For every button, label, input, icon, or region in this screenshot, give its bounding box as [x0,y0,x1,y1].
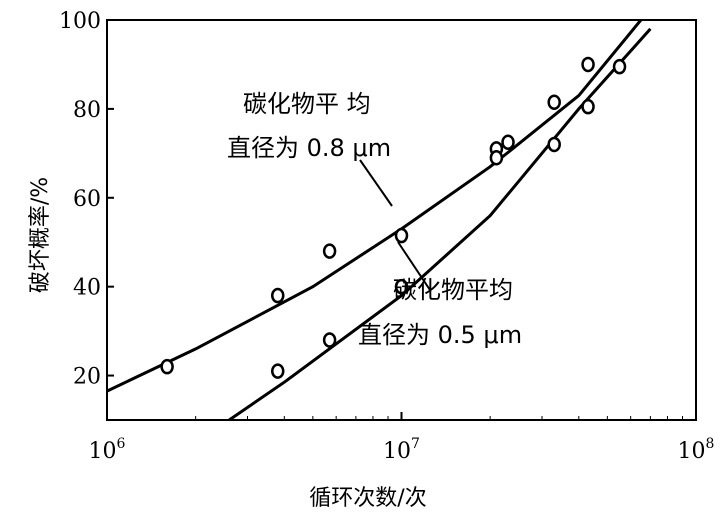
series-0-point-1 [270,287,285,304]
series-1-point-0 [270,363,285,379]
series-0-point-5 [501,134,515,150]
series-label-1-line-1: 直径为 0.5 μm [358,321,522,349]
series-1-fit-line [228,27,652,422]
x-axis-title: 循环次数/次 [309,486,426,511]
series-1-point-3 [489,150,504,166]
y-tick-label-4: 100 [59,9,101,34]
series-1-point-4 [547,136,561,153]
series-0-point-3 [394,227,409,244]
points [160,56,627,379]
x-tick-label-0: 106 [89,436,126,464]
fit-lines [106,19,652,422]
series-label-1-line-0: 碳化物平均 [393,276,513,304]
ticks: 20 40 60 80 100 106 107 108 [59,9,714,464]
y-tick-label-2: 60 [73,187,101,212]
annotations: 碳化物平 均 直径为 0.8 μm 碳化物平均 直径为 0.5 μm [227,90,522,349]
plot-frame [106,19,697,421]
y-tick-label-1: 40 [73,276,101,301]
series-0-point-2 [322,243,337,259]
series-1-point-5 [581,98,595,115]
series-0-point-6 [547,94,561,110]
y-tick-label-0: 20 [73,365,101,390]
series-label-0-line-1: 直径为 0.8 μm [227,134,391,162]
y-axis-title: 破坏概率/% [28,177,53,293]
axes [106,19,697,421]
series-1-point-6 [612,58,627,75]
label-leader-line-1 [397,241,431,291]
series-1-point-2 [394,278,409,295]
series-0-point-7 [581,56,595,73]
label-leader-line-0 [359,159,393,207]
y-tick-label-3: 80 [73,98,101,123]
x-tick-label-1: 107 [383,436,420,464]
x-tick-label-2: 108 [678,436,715,464]
series-0-point-0 [160,358,174,375]
series-label-0-line-0: 碳化物平 均 [243,90,371,118]
series-1-point-1 [322,332,337,348]
